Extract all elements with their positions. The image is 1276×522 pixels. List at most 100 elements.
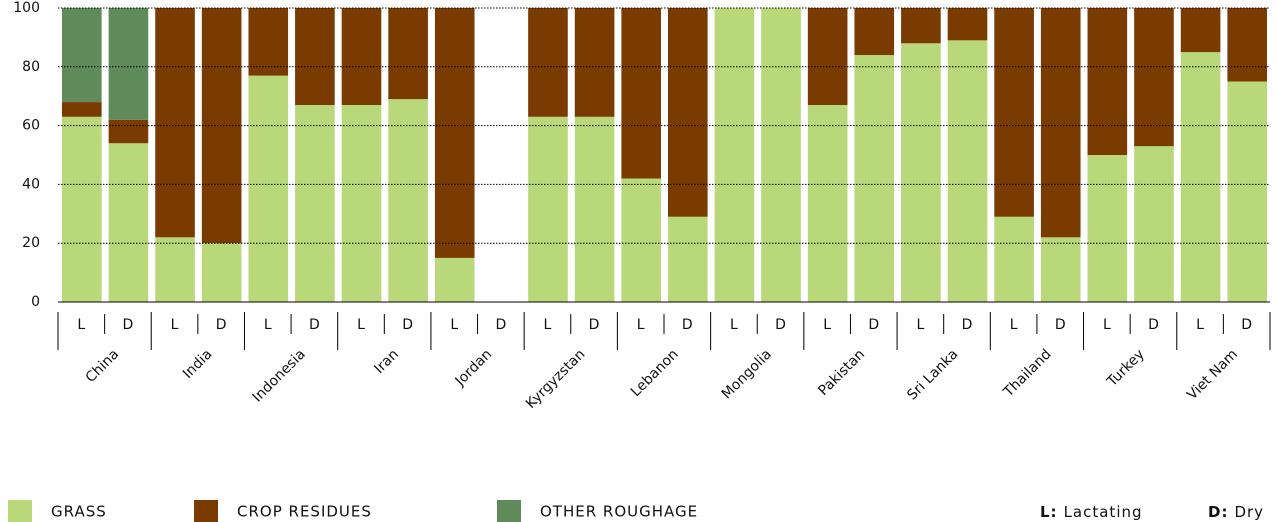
y-tick-label: 40 (22, 176, 40, 192)
bar-segment (807, 8, 848, 106)
bar-segment (1227, 81, 1267, 302)
x-tick-label: L (730, 317, 738, 333)
x-tick-label: L (77, 317, 85, 333)
y-tick-label: 0 (31, 294, 40, 310)
bar-segment (994, 216, 1034, 302)
x-tick-label: D (1055, 317, 1066, 333)
group-label: Iran (371, 346, 402, 377)
bar-segment (807, 105, 848, 303)
x-tick-label: D (495, 317, 506, 333)
bar-segment (528, 8, 568, 117)
bar-segment (155, 237, 195, 302)
bar-segment (1087, 8, 1128, 155)
x-tick-label: D (216, 317, 227, 333)
x-tick-label: D (1241, 317, 1252, 333)
bar-segment (1040, 237, 1081, 302)
group-label: Jordan (452, 346, 496, 390)
legend-label: CROP RESIDUES (237, 503, 372, 521)
key-text: Lactating (1064, 503, 1143, 521)
bar-segment (1227, 8, 1267, 82)
x-tick-label: D (123, 317, 134, 333)
group-label: China (83, 346, 123, 386)
bar-segment (434, 257, 475, 302)
x-tick-label: D (402, 317, 413, 333)
bar-segment (621, 178, 661, 302)
key-letter: L: (1040, 503, 1058, 521)
bar-segment (528, 116, 568, 302)
x-tick-label: L (637, 317, 645, 333)
y-tick-label: 20 (22, 235, 40, 251)
x-tick-label: D (868, 317, 879, 333)
bar-segment (574, 116, 615, 302)
y-tick-label: 80 (22, 59, 40, 75)
bar-segment (341, 105, 382, 303)
legend-label: GRASS (51, 503, 107, 521)
group-label: Thailand (1000, 346, 1055, 401)
x-tick-label: D (775, 317, 786, 333)
legend-swatch (497, 500, 521, 522)
y-tick-label: 100 (13, 0, 40, 16)
group-label: Lebanon (628, 346, 682, 400)
bar-segment (248, 8, 289, 76)
bar-segment (1180, 52, 1221, 302)
group-label: Viet Nam (1184, 346, 1241, 403)
bar-segment (201, 243, 242, 302)
x-tick-label: L (544, 317, 552, 333)
bar-segment (574, 8, 615, 117)
x-tick-label: D (589, 317, 600, 333)
bar-segment (295, 105, 335, 303)
y-tick-label: 60 (22, 118, 40, 134)
x-tick-label: D (309, 317, 320, 333)
x-tick-label: D (682, 317, 693, 333)
x-tick-label: L (1010, 317, 1018, 333)
bar-segment (1087, 155, 1128, 302)
bar-segment (1134, 8, 1174, 147)
group-label: India (180, 346, 216, 382)
key-text: Dry (1234, 503, 1264, 521)
x-tick-label: L (823, 317, 831, 333)
bar-segment (62, 8, 102, 103)
bar-segment (295, 8, 335, 106)
group-label: Indonesia (250, 346, 309, 405)
x-tick-label: L (171, 317, 179, 333)
bar-segment (668, 8, 708, 217)
bar-segment (668, 216, 708, 302)
group-label: Turkey (1104, 346, 1148, 390)
bar-segment (714, 8, 755, 302)
bar-segment (388, 99, 428, 302)
group-label: Sri Lanka (904, 346, 961, 403)
x-tick-label: L (450, 317, 458, 333)
bar-segment (901, 43, 941, 302)
bar-segment (108, 8, 149, 120)
group-label: Pakistan (815, 346, 868, 399)
bar-segment (341, 8, 382, 106)
bar-segment (108, 143, 149, 302)
bar-segment (248, 75, 289, 303)
x-tick-label: D (962, 317, 973, 333)
key-note: L: Lactating (1040, 503, 1143, 521)
bar-segment (155, 8, 195, 238)
x-tick-label: L (916, 317, 924, 333)
x-tick-label: L (357, 317, 365, 333)
bar-segment (62, 102, 102, 117)
bar-segment (761, 8, 801, 302)
bar-segment (62, 116, 102, 302)
bar-segment (1180, 8, 1221, 53)
bar-segment (947, 8, 988, 41)
bar-segment (621, 8, 661, 179)
group-label: Kyrgyzstan (523, 346, 589, 412)
bar-segment (1134, 146, 1174, 302)
bar-segment (994, 8, 1034, 217)
legend-label: OTHER ROUGHAGE (540, 503, 698, 521)
x-tick-label: D (1148, 317, 1159, 333)
x-tick-label: L (1196, 317, 1204, 333)
bar-segment (434, 8, 475, 258)
bar-segment (947, 40, 988, 303)
bar-segment (388, 8, 428, 100)
legend-swatch (194, 500, 218, 522)
x-tick-label: L (1103, 317, 1111, 333)
bar-segment (854, 8, 895, 56)
legend-swatch (8, 500, 32, 522)
bar-segment (108, 119, 149, 144)
